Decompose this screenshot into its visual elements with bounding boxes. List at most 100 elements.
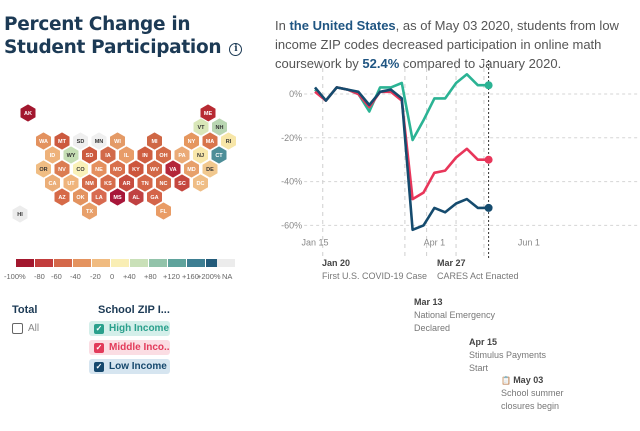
hex-shape[interactable]	[201, 131, 219, 151]
filter-all[interactable]: All	[12, 323, 39, 334]
checkbox-icon[interactable]	[12, 323, 23, 334]
state-hex-vt[interactable]: VT	[192, 117, 210, 137]
hex-shape[interactable]	[183, 159, 200, 179]
state-hex-tx[interactable]: TX	[81, 201, 98, 221]
filter-option-low-income[interactable]: ✓ Low Income	[89, 359, 170, 374]
hex-shape[interactable]	[90, 187, 108, 207]
state-hex-ut[interactable]: UT	[62, 173, 80, 193]
filter-option-high-income[interactable]: ✓ High Income	[89, 321, 170, 336]
summary-region[interactable]: the United States	[289, 18, 396, 33]
hex-shape[interactable]	[11, 204, 29, 224]
hex-shape[interactable]	[118, 145, 135, 165]
state-hex-mo[interactable]: MO	[109, 159, 126, 179]
state-hex-mi[interactable]: MI	[146, 131, 163, 151]
hex-shape[interactable]	[109, 131, 126, 151]
hex-shape[interactable]	[127, 187, 145, 207]
hex-shape[interactable]	[146, 131, 163, 151]
hex-shape[interactable]	[109, 159, 126, 179]
hex-shape[interactable]	[211, 117, 228, 137]
hex-shape[interactable]	[127, 159, 145, 179]
hex-shape[interactable]	[62, 173, 80, 193]
hex-shape[interactable]	[44, 173, 61, 193]
hex-shape[interactable]	[35, 131, 52, 151]
state-hex-ak[interactable]: AK	[19, 103, 37, 123]
hex-shape[interactable]	[53, 159, 71, 179]
hex-shape[interactable]	[109, 187, 126, 207]
state-hex-ny[interactable]: NY	[183, 131, 200, 151]
hex-shape[interactable]	[44, 145, 61, 165]
series-end-point[interactable]	[484, 155, 493, 164]
hex-shape[interactable]	[192, 145, 209, 165]
hex-shape[interactable]	[183, 131, 200, 151]
state-hex-ga[interactable]: GA	[146, 187, 163, 207]
state-hex-va[interactable]: VA	[164, 159, 182, 179]
hex-shape[interactable]	[146, 187, 163, 207]
series-end-point[interactable]	[484, 81, 493, 90]
hex-shape[interactable]	[72, 187, 89, 207]
hex-shape[interactable]	[146, 159, 163, 179]
state-hex-id[interactable]: ID	[44, 145, 61, 165]
checkbox-checked-icon[interactable]: ✓	[94, 361, 104, 372]
state-hex-ok[interactable]: OK	[72, 187, 89, 207]
checkbox-checked-icon[interactable]: ✓	[94, 323, 104, 334]
state-hex-ma[interactable]: MA	[201, 131, 219, 151]
hex-shape[interactable]	[201, 159, 219, 179]
state-hex-in[interactable]: IN	[136, 145, 154, 165]
hex-shape[interactable]	[72, 131, 89, 151]
state-hex-tn[interactable]: TN	[136, 173, 154, 193]
filter-option-middle-inco[interactable]: ✓ Middle Inco...	[89, 340, 170, 355]
state-hex-ct[interactable]: CT	[210, 145, 228, 165]
hex-shape[interactable]	[81, 201, 98, 221]
hex-shape[interactable]	[62, 145, 80, 165]
state-hex-wi[interactable]: WI	[109, 131, 126, 151]
hex-shape[interactable]	[192, 117, 210, 137]
state-hex-wy[interactable]: WY	[62, 145, 80, 165]
state-hex-ms[interactable]: MS	[109, 187, 126, 207]
hex-shape[interactable]	[81, 145, 98, 165]
info-icon[interactable]: i	[229, 43, 243, 56]
state-hex-nj[interactable]: NJ	[192, 145, 209, 165]
state-hex-mn[interactable]: MN	[90, 131, 108, 151]
state-hex-nc[interactable]: NC	[155, 173, 172, 193]
state-hex-oh[interactable]: OH	[155, 145, 172, 165]
hex-shape[interactable]	[173, 173, 191, 193]
state-hex-wa[interactable]: WA	[35, 131, 52, 151]
hex-shape[interactable]	[220, 131, 237, 151]
state-hex-md[interactable]: MD	[183, 159, 200, 179]
state-hex-nm[interactable]: NM	[81, 173, 98, 193]
state-hex-dc[interactable]: DC	[192, 173, 209, 193]
hex-shape[interactable]	[136, 173, 154, 193]
state-hex-ia[interactable]: IA	[99, 145, 117, 165]
hex-shape[interactable]	[118, 173, 135, 193]
hex-shape[interactable]	[19, 103, 37, 123]
state-hex-sd[interactable]: SD	[72, 131, 89, 151]
hex-shape[interactable]	[53, 131, 71, 151]
hex-shape[interactable]	[155, 145, 172, 165]
hex-shape[interactable]	[53, 187, 71, 207]
hex-shape[interactable]	[99, 173, 117, 193]
state-hex-al[interactable]: AL	[127, 187, 145, 207]
hex-shape[interactable]	[90, 159, 108, 179]
state-hex-mt[interactable]: MT	[53, 131, 71, 151]
hex-shape[interactable]	[173, 145, 191, 165]
state-hex-sd[interactable]: SD	[81, 145, 98, 165]
state-hex-ne[interactable]: NE	[90, 159, 108, 179]
state-hex-or[interactable]: OR	[35, 159, 52, 179]
state-hex-co[interactable]: CO	[72, 159, 89, 179]
series-line-low-income[interactable]	[313, 86, 489, 232]
hex-shape[interactable]	[155, 201, 172, 221]
state-hex-il[interactable]: IL	[118, 145, 135, 165]
checkbox-checked-icon[interactable]: ✓	[94, 342, 104, 353]
state-hex-nh[interactable]: NH	[211, 117, 228, 137]
state-hex-wv[interactable]: WV	[146, 159, 163, 179]
state-hex-fl[interactable]: FL	[155, 201, 172, 221]
state-hex-ks[interactable]: KS	[99, 173, 117, 193]
state-hex-de[interactable]: DE	[201, 159, 219, 179]
state-hex-la[interactable]: LA	[90, 187, 108, 207]
hex-shape[interactable]	[99, 145, 117, 165]
state-hex-nv[interactable]: NV	[53, 159, 71, 179]
hex-shape[interactable]	[155, 173, 172, 193]
state-hex-ky[interactable]: KY	[127, 159, 145, 179]
hex-shape[interactable]	[81, 173, 98, 193]
series-end-point[interactable]	[484, 203, 493, 212]
